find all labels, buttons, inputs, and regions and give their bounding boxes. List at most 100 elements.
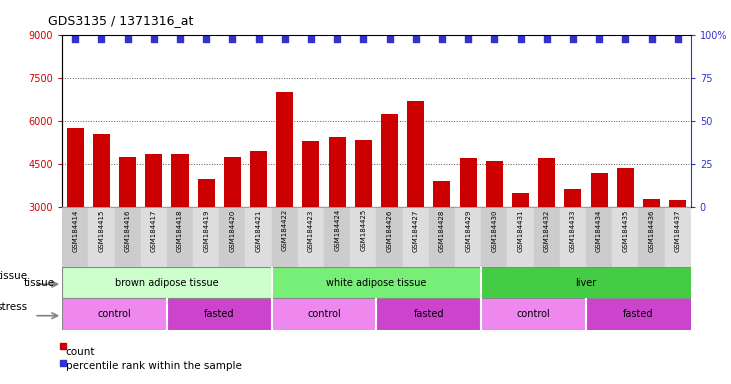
Bar: [507, 207, 534, 267]
Text: tissue: tissue: [0, 271, 28, 281]
Text: liver: liver: [575, 278, 596, 288]
Text: GSM184415: GSM184415: [99, 209, 105, 252]
Text: GSM184436: GSM184436: [648, 209, 654, 252]
Text: GSM184417: GSM184417: [151, 209, 157, 252]
Point: [645, 36, 657, 42]
Text: control: control: [98, 309, 132, 319]
Point: [515, 36, 526, 42]
Bar: [591, 173, 607, 207]
Bar: [115, 207, 140, 267]
Point: [331, 36, 343, 42]
Bar: [298, 207, 324, 267]
Text: GSM184414: GSM184414: [72, 209, 78, 252]
Text: GDS3135 / 1371316_at: GDS3135 / 1371316_at: [48, 14, 193, 27]
Bar: [376, 298, 481, 330]
Text: GSM184418: GSM184418: [177, 209, 183, 252]
Bar: [246, 207, 272, 267]
Point: [200, 36, 212, 42]
Text: GSM184437: GSM184437: [675, 209, 681, 252]
Bar: [460, 159, 477, 207]
Point: [115, 273, 126, 279]
Point: [122, 36, 134, 42]
Bar: [324, 207, 350, 267]
Bar: [433, 182, 450, 207]
Text: fasted: fasted: [623, 309, 654, 319]
Bar: [145, 154, 162, 207]
Text: percentile rank within the sample: percentile rank within the sample: [66, 361, 242, 371]
Bar: [172, 154, 189, 207]
Bar: [560, 207, 586, 267]
Bar: [62, 267, 272, 298]
Text: fasted: fasted: [414, 309, 444, 319]
Bar: [586, 207, 612, 267]
Bar: [140, 207, 167, 267]
Point: [253, 36, 265, 42]
Bar: [88, 207, 115, 267]
Bar: [481, 298, 586, 330]
Text: GSM184426: GSM184426: [387, 209, 393, 252]
Bar: [224, 157, 241, 207]
Bar: [455, 207, 481, 267]
Point: [148, 36, 159, 42]
Text: control: control: [517, 309, 550, 319]
Bar: [586, 298, 691, 330]
Bar: [272, 207, 298, 267]
Bar: [93, 134, 110, 207]
Bar: [481, 267, 691, 298]
Bar: [381, 114, 398, 207]
Text: stress: stress: [0, 302, 28, 312]
Text: GSM184431: GSM184431: [518, 209, 523, 252]
Text: GSM184425: GSM184425: [360, 209, 366, 252]
Bar: [329, 137, 346, 207]
Text: white adipose tissue: white adipose tissue: [326, 278, 427, 288]
Point: [567, 36, 579, 42]
Text: GSM184428: GSM184428: [439, 209, 445, 252]
Bar: [197, 179, 215, 207]
Text: GSM184422: GSM184422: [281, 209, 288, 252]
Text: GSM184432: GSM184432: [544, 209, 550, 252]
Bar: [350, 207, 376, 267]
Text: GSM184424: GSM184424: [334, 209, 340, 252]
Text: GSM184430: GSM184430: [491, 209, 497, 252]
Text: GSM184427: GSM184427: [413, 209, 419, 252]
Bar: [303, 141, 319, 207]
Point: [305, 36, 317, 42]
Bar: [664, 207, 691, 267]
Bar: [638, 207, 664, 267]
Bar: [407, 101, 424, 207]
Bar: [643, 199, 660, 207]
Point: [384, 36, 395, 42]
Text: GSM184416: GSM184416: [124, 209, 131, 252]
Bar: [62, 207, 88, 267]
Bar: [612, 207, 638, 267]
Text: brown adipose tissue: brown adipose tissue: [115, 278, 219, 288]
Bar: [167, 298, 272, 330]
Bar: [250, 151, 267, 207]
Bar: [167, 207, 193, 267]
Text: GSM184423: GSM184423: [308, 209, 314, 252]
Point: [69, 36, 81, 42]
Bar: [486, 161, 503, 207]
Point: [410, 36, 422, 42]
Point: [594, 36, 605, 42]
Point: [357, 36, 369, 42]
Point: [436, 36, 448, 42]
Text: GSM184433: GSM184433: [570, 209, 576, 252]
Bar: [62, 298, 167, 330]
Text: GSM184419: GSM184419: [203, 209, 209, 252]
Bar: [669, 200, 686, 207]
Bar: [119, 157, 136, 207]
Point: [174, 36, 186, 42]
Point: [279, 36, 291, 42]
Text: tissue: tissue: [23, 278, 55, 288]
Text: control: control: [307, 309, 341, 319]
Bar: [272, 298, 376, 330]
Point: [462, 36, 474, 42]
Point: [619, 36, 631, 42]
Bar: [512, 193, 529, 207]
Point: [227, 36, 238, 42]
Bar: [219, 207, 246, 267]
Point: [488, 36, 500, 42]
Bar: [355, 140, 372, 207]
Point: [541, 36, 553, 42]
